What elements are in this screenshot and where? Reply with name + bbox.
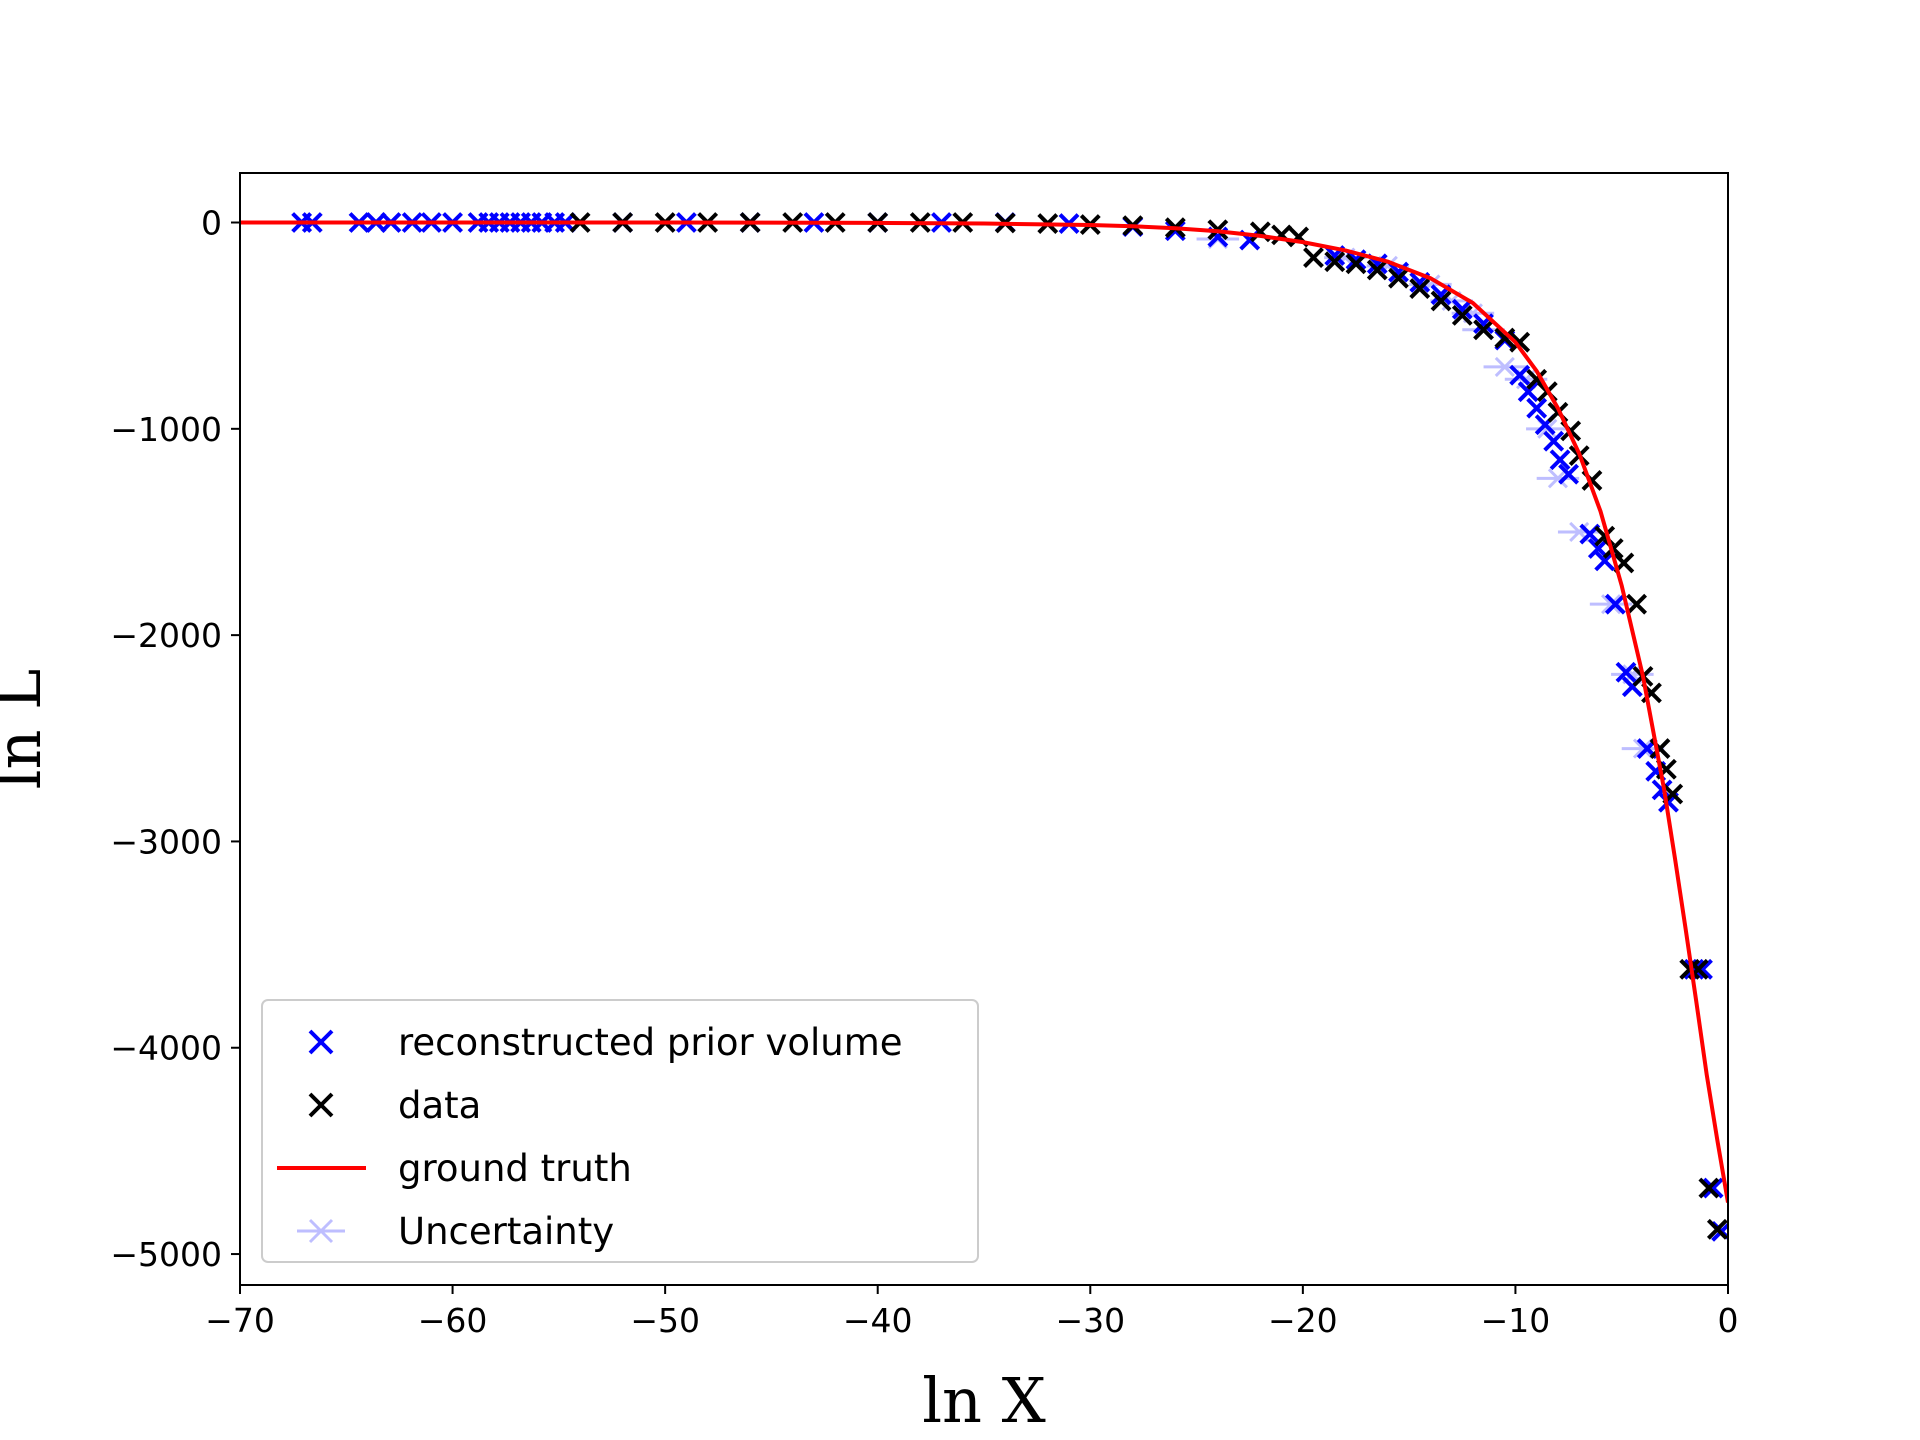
legend-label: data — [398, 1084, 481, 1127]
data-point — [1430, 290, 1452, 312]
data-point — [1706, 1218, 1728, 1240]
data-point — [1345, 253, 1367, 275]
prior-volume-point — [1615, 661, 1637, 683]
prior-volume-point — [1517, 381, 1539, 403]
legend-marker — [297, 1218, 345, 1244]
prior-volume-point — [1549, 449, 1571, 471]
x-tick-label: −20 — [1268, 1301, 1338, 1340]
data-point — [1494, 327, 1516, 349]
data-point — [1626, 593, 1648, 615]
prior-volume-point — [1164, 220, 1186, 242]
legend: reconstructed prior volume data ground tru… — [261, 999, 979, 1263]
ground-truth-line — [240, 220, 1728, 1203]
prior-volume-point — [1543, 430, 1565, 452]
data-point — [1509, 331, 1531, 353]
data-point — [1473, 319, 1494, 341]
x-axis: −70 −60 −50 −40 −30 −20 −10 0 — [205, 1285, 1739, 1340]
data-point — [1324, 251, 1346, 273]
plot-frame — [239, 172, 1729, 1286]
legend-label: Uncertainty — [398, 1210, 614, 1253]
prior-volume-point — [1451, 298, 1473, 320]
y-tick-label: −5000 — [110, 1235, 222, 1274]
legend-item: data — [308, 1084, 481, 1127]
prior-volume-point — [1683, 958, 1705, 980]
x-tick-label: −50 — [630, 1301, 700, 1340]
data-point — [1698, 1177, 1720, 1199]
prior-volume-point — [1587, 538, 1609, 559]
data-point — [1303, 247, 1324, 269]
y-axis-label: ln L — [0, 669, 55, 790]
series-ground-truth — [240, 220, 1728, 1203]
prior-volume-point — [1594, 550, 1616, 572]
x-axis-label: ln X — [922, 1364, 1046, 1437]
legend-box — [261, 999, 979, 1263]
legend-marker — [308, 1092, 334, 1118]
x-tick-label: −70 — [205, 1301, 275, 1340]
legend-label: ground truth — [398, 1147, 632, 1190]
plot-marks — [240, 212, 1728, 1242]
y-tick-label: −1000 — [110, 410, 222, 449]
x-tick-label: −40 — [843, 1301, 913, 1340]
legend-item: Uncertainty — [297, 1210, 614, 1253]
prior-volume-point — [1509, 364, 1531, 386]
data-point — [1602, 538, 1624, 559]
legend-marker — [308, 1029, 334, 1055]
prior-volume-point — [1526, 397, 1548, 419]
data-point — [1388, 267, 1409, 289]
prior-volume-point — [1702, 1177, 1724, 1199]
data-point — [1451, 304, 1473, 326]
y-tick-label: −4000 — [110, 1029, 222, 1068]
x-tick-label: 0 — [1718, 1301, 1739, 1340]
legend-item: ground truth — [277, 1147, 632, 1190]
data-point — [1409, 278, 1431, 299]
prior-volume-point — [1558, 463, 1579, 485]
x-tick-label: −60 — [418, 1301, 488, 1340]
legend-item: reconstructed prior volume — [308, 1021, 903, 1064]
x-tick-label: −10 — [1481, 1301, 1551, 1340]
prior-volume-point — [1604, 593, 1626, 615]
x-tick-label: −30 — [1055, 1301, 1125, 1340]
y-axis: 0 −1000 −2000 −3000 −4000 −5000 — [110, 204, 240, 1274]
y-tick-label: 0 — [201, 204, 222, 243]
y-tick-label: −3000 — [110, 822, 222, 861]
uncertainty-bar — [1483, 356, 1527, 377]
y-tick-label: −2000 — [110, 616, 222, 655]
legend-label: reconstructed prior volume — [398, 1021, 903, 1064]
data-point — [1366, 259, 1388, 281]
